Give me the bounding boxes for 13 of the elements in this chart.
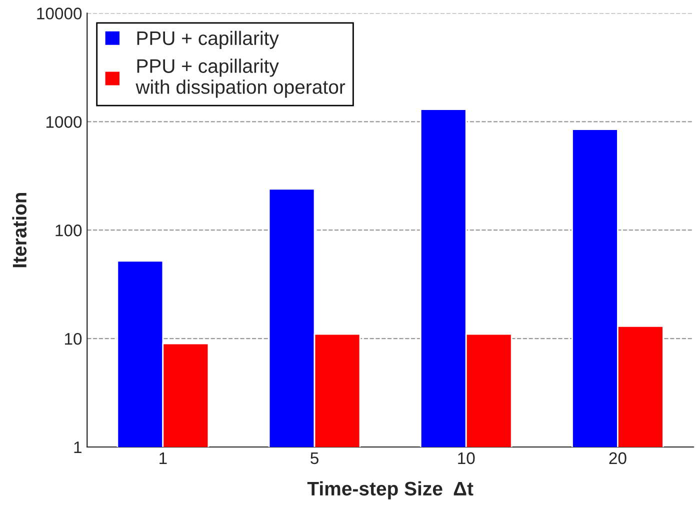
x-axis-title: Time-step Size Δt (307, 481, 474, 500)
y-tick-label: 10 (65, 332, 82, 345)
y-tick-label: 100 (56, 224, 82, 236)
y-tick-label: 10000 (37, 8, 82, 20)
legend-label: PPU + capillarity with dissipation operator (136, 58, 346, 98)
x-tick-label: 5 (310, 452, 318, 464)
y-axis-title: Iteration (12, 192, 27, 268)
x-tick-label: 20 (609, 452, 626, 464)
y-tick-label: 1 (74, 442, 82, 454)
legend-label: PPU + capillarity (137, 30, 279, 49)
x-tick-label: 1 (160, 452, 167, 464)
y-tick-label: 1000 (46, 116, 82, 128)
x-tick-label: 10 (458, 452, 475, 464)
